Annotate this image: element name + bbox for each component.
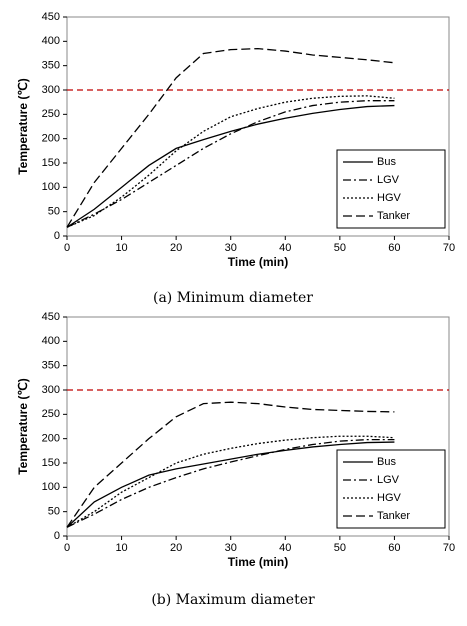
caption: (b) Maximum diameter — [151, 592, 315, 608]
y-tick-label: 400 — [42, 335, 60, 347]
y-tick-label: 100 — [42, 481, 60, 493]
x-axis-label: Time (min) — [228, 255, 288, 269]
legend-label: LGV — [377, 474, 400, 486]
y-axis-label: Temperature (℃) — [16, 378, 30, 475]
y-tick-label: 300 — [42, 84, 60, 96]
series-line — [66, 104, 395, 228]
series-line — [66, 47, 395, 228]
x-tick-label: 30 — [225, 242, 237, 254]
legend-label: Tanker — [377, 510, 410, 522]
y-tick-label: 450 — [42, 11, 60, 23]
x-tick-label: 60 — [388, 542, 400, 554]
series-line — [66, 435, 395, 528]
x-tick-label: 10 — [115, 242, 127, 254]
plot-area — [66, 16, 450, 237]
series-line — [66, 441, 395, 528]
series-line — [66, 401, 395, 528]
x-tick-label: 20 — [170, 242, 182, 254]
x-tick-label: 20 — [170, 542, 182, 554]
y-tick-label: 350 — [42, 60, 60, 72]
y-tick-label: 350 — [42, 360, 60, 372]
legend-box — [336, 149, 446, 229]
y-tick-label: 400 — [42, 35, 60, 47]
x-tick-label: 60 — [388, 242, 400, 254]
y-tick-label: 250 — [42, 408, 60, 420]
caption: (a) Minimum diameter — [153, 290, 313, 306]
legend-label: LGV — [377, 174, 400, 186]
y-tick-label: 150 — [42, 157, 60, 169]
y-tick-label: 50 — [48, 506, 60, 518]
legend-label: HGV — [377, 492, 402, 504]
x-tick-label: 70 — [443, 542, 455, 554]
y-tick-label: 100 — [42, 181, 60, 193]
y-tick-label: 0 — [54, 230, 60, 242]
y-axis-label: Temperature (℃) — [16, 78, 30, 175]
plot-area — [66, 316, 450, 537]
x-tick-label: 50 — [334, 542, 346, 554]
x-tick-label: 40 — [279, 242, 291, 254]
x-axis-label: Time (min) — [228, 555, 288, 569]
x-tick-label: 10 — [115, 542, 127, 554]
x-tick-label: 0 — [64, 242, 70, 254]
x-tick-label: 50 — [334, 242, 346, 254]
legend-label: HGV — [377, 192, 402, 204]
legend-label: Bus — [377, 456, 396, 468]
legend-label: Bus — [377, 156, 396, 168]
y-tick-label: 200 — [42, 433, 60, 445]
y-tick-label: 150 — [42, 457, 60, 469]
y-tick-label: 450 — [42, 311, 60, 323]
y-tick-label: 0 — [54, 530, 60, 542]
y-tick-label: 300 — [42, 384, 60, 396]
x-tick-label: 40 — [279, 542, 291, 554]
x-tick-label: 30 — [225, 542, 237, 554]
y-tick-label: 250 — [42, 108, 60, 120]
legend-box — [336, 449, 446, 529]
y-tick-label: 200 — [42, 133, 60, 145]
y-tick-label: 50 — [48, 206, 60, 218]
series-line — [66, 438, 395, 528]
legend-label: Tanker — [377, 210, 410, 222]
x-tick-label: 70 — [443, 242, 455, 254]
x-tick-label: 0 — [64, 542, 70, 554]
series-line — [66, 100, 395, 228]
